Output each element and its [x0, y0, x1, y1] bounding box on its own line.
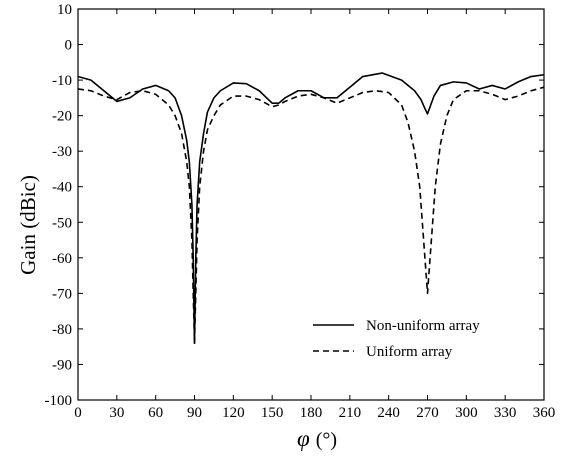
legend-label-non-uniform: Non-uniform array — [366, 318, 480, 334]
y-axis-label: Gain (dBic) — [16, 175, 40, 275]
tick-labels: 0 30 60 90 120 150 180 210 240 270 300 330 360100-10… — [45, 2, 556, 421]
y-tick-label: 0 — [65, 38, 73, 54]
x-tick-label: 150 — [261, 405, 284, 421]
y-tick-label: -80 — [52, 322, 72, 338]
y-tick-label: 10 — [57, 2, 72, 18]
plot-area — [77, 72, 545, 344]
x-tick-label: 360 — [533, 405, 556, 421]
series-line-non-uniform — [77, 72, 545, 344]
y-tick-label: -10 — [52, 73, 72, 89]
plot-frame — [77, 8, 545, 401]
x-tick-label: 180 — [300, 405, 323, 421]
series-line-uniform — [77, 86, 545, 344]
x-tick-label: 30 — [109, 405, 124, 421]
x-tick-label: 90 — [187, 405, 202, 421]
y-tick-label: -50 — [52, 215, 72, 231]
y-tick-label: -30 — [52, 144, 72, 160]
x-tick-label: 270 — [416, 405, 439, 421]
x-tick-label: 330 — [494, 405, 517, 421]
x-axis-label: φ (°) — [297, 426, 337, 451]
y-tick-label: -20 — [52, 109, 72, 125]
y-tick-label: -60 — [52, 251, 72, 267]
legend-label-uniform: Uniform array — [366, 344, 453, 360]
y-tick-label: -40 — [52, 180, 72, 196]
y-tick-label: -100 — [45, 393, 73, 409]
x-tick-label: 300 — [455, 405, 478, 421]
x-axis-label-unit: (°) — [316, 429, 337, 451]
x-tick-label: 60 — [148, 405, 163, 421]
x-tick-label: 120 — [222, 405, 245, 421]
axis-ticks — [77, 8, 545, 401]
x-axis-label-symbol: φ — [297, 426, 310, 451]
x-tick-label: 210 — [339, 405, 362, 421]
legend: Non-uniform array Uniform array — [313, 318, 480, 360]
y-tick-label: -70 — [52, 286, 72, 302]
x-tick-label: 0 — [74, 405, 82, 421]
y-tick-label: -90 — [52, 357, 72, 373]
x-tick-label: 240 — [377, 405, 400, 421]
